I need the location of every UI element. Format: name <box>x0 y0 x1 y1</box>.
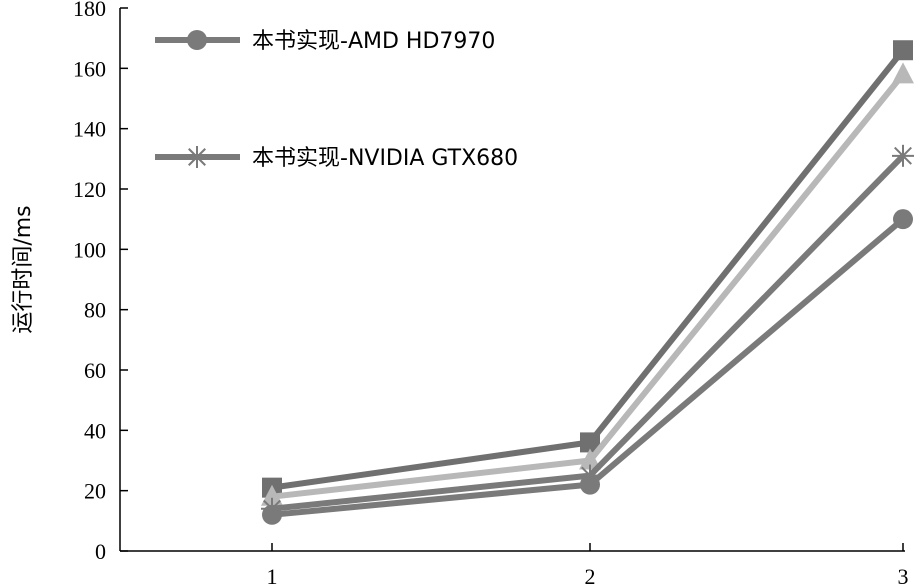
legend-item: 本书实现-NVIDIA GTX680 <box>155 146 518 171</box>
y-axis: 0 20 40 60 80 100 120 140 160 180 <box>73 0 128 564</box>
y-axis-label: 运行时间/ms <box>11 205 36 333</box>
legend-item: 本书实现-AMD HD7970 <box>155 29 495 54</box>
legend: 本书实现-AMD HD7970 本书实现-NVIDIA GTX680 <box>155 29 518 171</box>
y-tick-label: 160 <box>73 56 106 81</box>
legend-label: 本书实现-NVIDIA GTX680 <box>252 146 518 171</box>
y-tick-label: 180 <box>73 0 106 21</box>
y-tick-label: 80 <box>84 298 106 323</box>
y-tick-label: 60 <box>84 358 106 383</box>
y-tick-label: 140 <box>73 117 106 142</box>
y-tick-label: 40 <box>84 418 106 443</box>
y-tick-label: 0 <box>95 539 106 564</box>
x-tick-label: 2 <box>585 564 596 588</box>
legend-label: 本书实现-AMD HD7970 <box>252 29 495 54</box>
series-4 <box>262 40 913 498</box>
data-point <box>580 474 600 495</box>
series-1 <box>262 209 913 525</box>
series-line <box>271 216 905 518</box>
x-tick-label: 3 <box>898 564 909 588</box>
data-point <box>579 448 601 470</box>
series-line <box>271 48 906 491</box>
y-tick-label: 120 <box>73 177 106 202</box>
y-tick-label: 100 <box>73 237 106 262</box>
data-point <box>261 484 283 506</box>
series-layer <box>261 40 914 525</box>
x-tick-label: 1 <box>267 564 278 588</box>
legend-marker <box>186 146 208 168</box>
data-point <box>892 62 914 84</box>
legend-marker <box>187 30 207 50</box>
data-point <box>892 144 914 167</box>
data-point <box>262 504 282 525</box>
series-3 <box>261 62 914 506</box>
y-tick-label: 20 <box>84 479 106 504</box>
data-point <box>580 432 600 453</box>
x-axis: 1 2 3 <box>120 543 909 588</box>
data-point <box>893 40 913 61</box>
data-point <box>893 209 913 230</box>
